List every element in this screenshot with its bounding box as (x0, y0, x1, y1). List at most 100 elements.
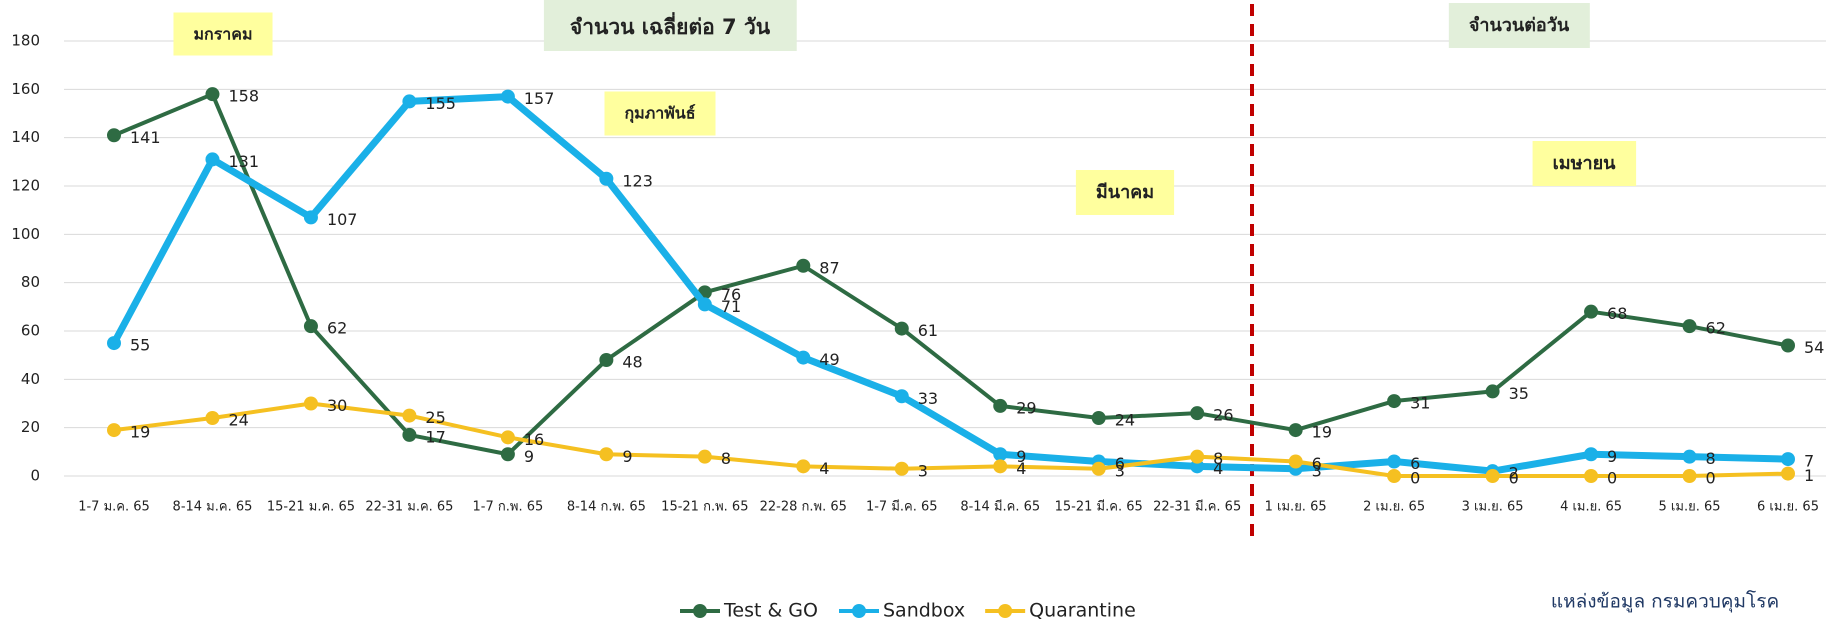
point (1091, 411, 1106, 425)
legend-label: Sandbox (883, 600, 965, 622)
point (1781, 338, 1795, 353)
data-label: 4 (819, 459, 829, 478)
data-label: 9 (524, 447, 534, 466)
point (1190, 406, 1205, 421)
point (1190, 459, 1205, 474)
data-label: 3 (918, 461, 928, 480)
annotation-box (1075, 170, 1175, 215)
point (796, 459, 811, 474)
data-label: 7 (1804, 452, 1814, 471)
legend-label: Test & GO (723, 600, 818, 622)
annotation-box (543, 0, 797, 51)
y-tick-label: 100 (11, 225, 40, 243)
x-tick-label: 8-14 ก.พ. 65 (567, 500, 646, 515)
point (205, 411, 220, 425)
point (894, 389, 909, 404)
data-label: 71 (721, 297, 741, 316)
point (697, 449, 712, 464)
data-label: 33 (918, 389, 938, 408)
data-label: 2 (1509, 464, 1519, 483)
data-label: 62 (1706, 319, 1726, 338)
x-tick-label: 8-14 มี.ค. 65 (960, 499, 1040, 515)
data-label: 24 (1115, 411, 1135, 430)
data-label: 19 (130, 423, 150, 442)
point (107, 423, 121, 438)
data-label: 0 (1607, 469, 1617, 488)
annotation-text: มีนาคม (1096, 182, 1154, 203)
point (1682, 449, 1697, 464)
data-label: 25 (425, 408, 445, 427)
data-label: 157 (524, 89, 555, 108)
point (1091, 461, 1106, 476)
point (1584, 304, 1599, 319)
data-label: 9 (1607, 447, 1617, 466)
series-line (110, 93, 1789, 475)
data-label: 9 (622, 447, 632, 466)
annotation-text: มกราคม (193, 25, 252, 44)
data-label: 24 (228, 411, 248, 430)
data-label: 3 (1115, 461, 1125, 480)
data-label: 123 (622, 171, 653, 190)
point (1387, 394, 1402, 409)
data-label: 8 (721, 449, 731, 468)
annotation: มกราคม (173, 12, 273, 56)
x-tick-label: 2 เม.ย. 65 (1363, 500, 1425, 515)
annotation: กุมภาพันธ์ (604, 91, 716, 136)
data-label: 3 (1312, 461, 1322, 480)
x-tick-label: 1-7 ม.ค. 65 (78, 500, 150, 515)
x-tick-label: 3 เม.ย. 65 (1462, 500, 1524, 515)
annotation: เมษายน (1532, 141, 1637, 186)
point (1682, 319, 1697, 334)
x-tick-label: 5 เม.ย. 65 (1659, 500, 1721, 515)
x-tick-label: 15-21 มี.ค. 65 (1055, 499, 1143, 515)
y-tick-label: 20 (21, 418, 40, 436)
data-label: 49 (819, 350, 839, 369)
x-tick-label: 15-21 ก.พ. 65 (661, 500, 748, 515)
y-tick-label: 180 (11, 32, 40, 50)
point (697, 297, 712, 312)
point (107, 336, 121, 351)
point (1781, 452, 1795, 467)
x-tick-label: 1-7 ก.พ. 65 (473, 500, 544, 515)
point (500, 430, 515, 445)
data-label: 0 (1509, 469, 1519, 488)
point (993, 398, 1008, 413)
point (500, 447, 515, 462)
point (1485, 384, 1500, 399)
point (205, 152, 220, 167)
point (402, 408, 417, 423)
data-label: 68 (1607, 304, 1627, 323)
data-label: 48 (622, 353, 642, 372)
data-label: 158 (228, 87, 259, 106)
data-label: 4 (1213, 459, 1223, 478)
annotation-text: เมษายน (1553, 153, 1617, 174)
y-tick-label: 60 (21, 322, 40, 340)
point (1781, 466, 1795, 481)
data-label: 6 (1312, 454, 1322, 473)
legend-marker (852, 604, 866, 618)
point (1288, 423, 1303, 438)
legend-label: Quarantine (1029, 600, 1136, 622)
y-tick-label: 40 (21, 370, 40, 388)
annotation-text: กุมภาพันธ์ (624, 104, 695, 124)
point (796, 258, 811, 273)
point (1584, 447, 1599, 462)
point (303, 396, 318, 411)
annotation: จำนวนต่อวัน (1448, 3, 1590, 48)
data-label: 155 (425, 94, 456, 113)
y-tick-label: 160 (11, 80, 40, 98)
x-tick-label: 22-31 มี.ค. 65 (1153, 499, 1241, 515)
x-tick-label: 15-21 ม.ค. 65 (267, 500, 355, 515)
point (1387, 454, 1402, 469)
data-label: 141 (130, 128, 161, 147)
annotation-box (173, 12, 273, 56)
x-tick-label: 8-14 ม.ค. 65 (173, 500, 253, 515)
y-tick-label: 140 (11, 128, 40, 146)
legend: Test & GO Sandbox Quarantine (680, 600, 1136, 622)
x-tick-label: 22-31 ม.ค. 65 (365, 500, 453, 515)
point (303, 210, 318, 225)
data-label: 8 (1706, 449, 1716, 468)
data-label: 61 (918, 321, 938, 340)
annotation-box (1448, 3, 1590, 48)
data-label: 30 (327, 396, 347, 415)
